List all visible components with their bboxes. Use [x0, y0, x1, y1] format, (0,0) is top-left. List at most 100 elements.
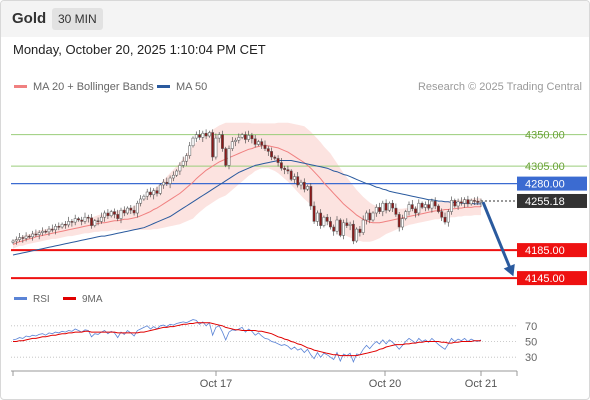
candle	[279, 162, 283, 169]
candle	[329, 221, 332, 228]
candle	[99, 216, 103, 222]
candle	[149, 191, 152, 196]
candle	[459, 201, 463, 204]
rsi-tick-50: 50	[525, 337, 537, 349]
forecast-arrow-shaft	[481, 201, 512, 269]
candle	[420, 202, 424, 208]
candle	[116, 214, 120, 219]
level-label-4305: 4305.00	[525, 161, 565, 173]
x-tick-label: Oct 17	[200, 378, 232, 390]
candle	[453, 200, 457, 207]
candle	[129, 207, 133, 211]
candle	[414, 208, 417, 214]
candle	[368, 212, 372, 221]
candle	[263, 144, 267, 149]
candle	[322, 216, 326, 226]
candle	[145, 191, 149, 197]
current-price-tag	[517, 193, 587, 208]
candle	[227, 148, 231, 166]
timestamp: Monday, October 20, 2025 1:10:04 PM CET	[13, 42, 266, 57]
candle	[171, 174, 175, 179]
candle	[113, 211, 116, 215]
candle	[342, 222, 345, 236]
candle	[440, 211, 444, 218]
header-bar: Gold 30 MIN	[1, 1, 589, 37]
level-tag-4145	[517, 271, 587, 286]
candle	[463, 199, 467, 204]
bollinger-band	[13, 122, 481, 249]
candle	[273, 156, 277, 159]
candle	[260, 141, 264, 146]
candle	[181, 160, 185, 166]
candle	[335, 219, 339, 232]
candle	[378, 207, 381, 212]
candle	[41, 230, 44, 233]
level-label-4185: 4185.00	[525, 245, 565, 257]
legend-9ma: 9MA	[63, 294, 103, 305]
rsi-series-9ma	[13, 322, 481, 357]
candle	[371, 212, 375, 221]
candle	[221, 134, 224, 149]
candle	[18, 237, 21, 240]
timeframe-button[interactable]: 30 MIN	[52, 8, 103, 30]
ma50-line	[12, 160, 481, 256]
candle	[397, 214, 401, 228]
candle	[456, 201, 460, 207]
candle	[60, 223, 64, 228]
candle	[315, 212, 319, 222]
candle	[201, 132, 205, 138]
candle	[165, 181, 169, 184]
candle	[132, 209, 136, 214]
candle	[234, 139, 237, 142]
candle	[77, 218, 80, 221]
candle	[250, 135, 254, 140]
9ma-legend-label: 9MA	[82, 294, 103, 305]
candle	[109, 211, 113, 217]
level-label-4280: 4280.00	[525, 179, 565, 191]
legend-ma50: MA 50	[157, 81, 207, 93]
candle	[14, 239, 18, 242]
candle	[31, 233, 35, 238]
candle	[191, 137, 195, 147]
candle	[185, 155, 188, 162]
x-tick-label: Oct 20	[369, 378, 401, 390]
candle	[70, 221, 74, 223]
candle	[325, 216, 329, 222]
candle	[217, 134, 221, 139]
instrument-title: Gold	[12, 10, 47, 27]
copyright-text: Research © 2025 Trading Central	[417, 81, 582, 93]
candle	[178, 165, 182, 172]
candle	[90, 217, 93, 226]
candle	[119, 209, 123, 219]
candle	[96, 220, 100, 222]
rsi-swatch	[14, 296, 27, 300]
candle	[243, 134, 247, 140]
candle	[433, 200, 437, 207]
candle	[80, 219, 84, 222]
level-tag-4185	[517, 243, 587, 258]
candle	[361, 219, 365, 233]
candle	[404, 211, 408, 219]
9ma-swatch	[63, 296, 76, 300]
candle	[302, 181, 306, 190]
candle	[410, 204, 414, 210]
candle	[142, 195, 146, 200]
forecast-arrow-head	[503, 263, 515, 277]
candle	[257, 141, 260, 145]
candle	[338, 219, 342, 236]
candle	[423, 204, 427, 208]
current-price-label: 4255.18	[525, 196, 565, 208]
candle	[73, 218, 77, 223]
candle	[394, 207, 398, 215]
candle	[312, 205, 316, 222]
candle	[430, 200, 434, 209]
candle	[214, 137, 218, 158]
candle	[270, 151, 273, 158]
legend-rsi: RSI	[14, 294, 50, 305]
candle	[86, 216, 90, 219]
candle	[158, 184, 162, 194]
x-tick-label: Oct 21	[465, 378, 497, 390]
ma20-swatch	[14, 84, 27, 88]
